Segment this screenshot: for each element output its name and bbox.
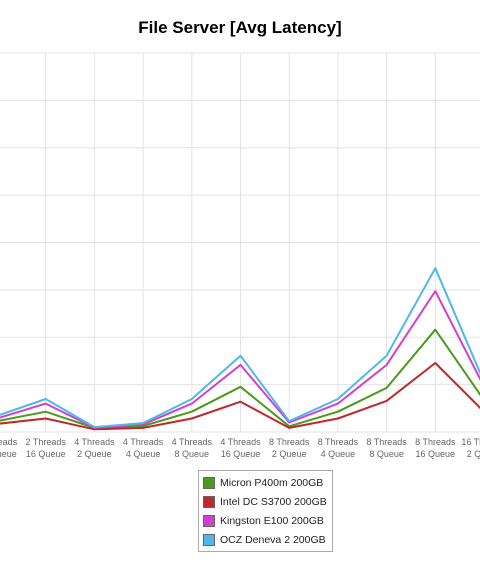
legend-item: OCZ Deneva 2 200GB xyxy=(203,530,328,549)
x-tick-label: 4 Threads xyxy=(123,437,164,447)
x-tick-label: 4 Threads xyxy=(172,437,213,447)
x-tick-label: 16 Queue xyxy=(0,449,17,459)
x-tick-label: 4 Threads xyxy=(74,437,115,447)
legend-label: Intel DC S3700 200GB xyxy=(220,495,327,508)
x-tick-label: 2 Queue xyxy=(467,449,480,459)
legend-label: Kingston E100 200GB xyxy=(220,514,324,527)
x-tick-label: 2 Threads xyxy=(26,437,67,447)
x-tick-label: 2 Queue xyxy=(272,449,307,459)
series-line-2 xyxy=(0,290,480,429)
x-tick-label: 8 Queue xyxy=(369,449,404,459)
legend-label: OCZ Deneva 2 200GB xyxy=(220,533,326,546)
x-tick-label: 8 Threads xyxy=(366,437,407,447)
legend-label: Micron P400m 200GB xyxy=(220,476,324,489)
legend-item: Micron P400m 200GB xyxy=(203,473,328,492)
legend-item: Intel DC S3700 200GB xyxy=(203,492,328,511)
legend-item: Kingston E100 200GB xyxy=(203,511,328,530)
series-line-0 xyxy=(0,328,480,429)
legend-swatch xyxy=(203,514,215,527)
x-tick-label: 16 Threads xyxy=(461,437,480,447)
legend-swatch xyxy=(203,533,215,546)
x-tick-label: 1 Threads xyxy=(0,437,18,447)
x-tick-label: 4 Threads xyxy=(220,437,261,447)
x-tick-label: 8 Queue xyxy=(175,449,210,459)
x-tick-label: 4 Queue xyxy=(126,449,161,459)
x-tick-label: 16 Queue xyxy=(26,449,66,459)
chart-title: File Server [Avg Latency] xyxy=(138,18,342,37)
x-tick-label: 8 Threads xyxy=(318,437,359,447)
x-tick-label: 16 Queue xyxy=(221,449,261,459)
legend: Micron P400m 200GB Intel DC S3700 200GB Ki… xyxy=(198,470,333,552)
x-axis-labels: 1 Threads 16 Queue 2 Threads 16 Queue 4 Thre… xyxy=(0,437,480,459)
legend-swatch xyxy=(203,476,215,489)
gridlines xyxy=(0,52,480,433)
x-tick-label: 8 Threads xyxy=(415,437,456,447)
x-tick-label: 8 Threads xyxy=(269,437,310,447)
series-lines xyxy=(0,267,480,431)
x-tick-label: 16 Queue xyxy=(416,449,456,459)
x-tick-label: 4 Queue xyxy=(321,449,356,459)
series-line-1 xyxy=(0,362,480,431)
x-tick-label: 2 Queue xyxy=(77,449,112,459)
series-line-3 xyxy=(0,267,480,429)
legend-swatch xyxy=(203,495,215,508)
